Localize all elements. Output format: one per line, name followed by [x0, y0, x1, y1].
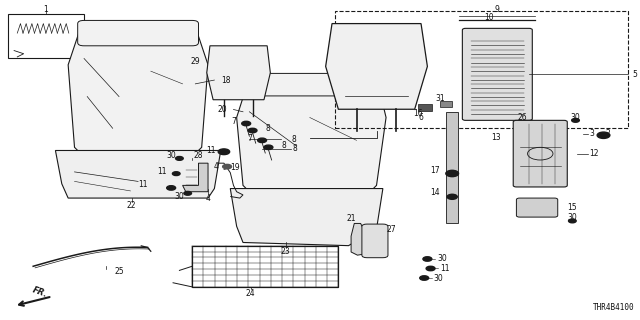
Text: 12: 12: [589, 149, 599, 158]
Text: FR.: FR.: [31, 286, 49, 300]
Bar: [192, 246, 339, 287]
Bar: [8, 14, 84, 59]
Circle shape: [423, 257, 432, 261]
Text: 4: 4: [205, 194, 211, 203]
Text: 26: 26: [518, 113, 527, 122]
Circle shape: [242, 121, 251, 126]
Text: 10: 10: [484, 13, 494, 22]
Text: 11: 11: [440, 264, 450, 273]
Circle shape: [420, 276, 429, 280]
Text: 11: 11: [157, 167, 166, 176]
Polygon shape: [230, 188, 383, 246]
Circle shape: [426, 266, 435, 271]
Circle shape: [597, 132, 610, 139]
Circle shape: [248, 128, 257, 133]
Polygon shape: [56, 150, 221, 198]
Text: 20: 20: [218, 105, 227, 114]
Text: 24: 24: [246, 289, 255, 298]
Polygon shape: [326, 24, 428, 109]
FancyBboxPatch shape: [462, 28, 532, 120]
Text: 3: 3: [589, 129, 595, 138]
Circle shape: [223, 164, 232, 169]
Text: 14: 14: [431, 188, 440, 197]
FancyBboxPatch shape: [362, 224, 388, 258]
Polygon shape: [207, 46, 270, 100]
Circle shape: [447, 194, 457, 199]
Text: 11: 11: [138, 180, 148, 189]
FancyBboxPatch shape: [516, 198, 557, 217]
Circle shape: [446, 170, 458, 177]
Text: 16: 16: [413, 108, 422, 117]
Text: 1: 1: [44, 5, 48, 14]
Text: 4: 4: [214, 162, 219, 171]
Circle shape: [258, 138, 266, 142]
Text: 29: 29: [191, 58, 200, 67]
Text: THR4B4100: THR4B4100: [593, 303, 634, 312]
Polygon shape: [68, 27, 208, 154]
Text: 8: 8: [265, 124, 270, 133]
Polygon shape: [351, 223, 370, 255]
Text: 17: 17: [431, 166, 440, 175]
Text: 19: 19: [230, 164, 240, 172]
Circle shape: [218, 149, 230, 155]
Circle shape: [568, 219, 576, 223]
FancyBboxPatch shape: [244, 73, 375, 96]
Text: 7: 7: [248, 134, 253, 143]
Text: 28: 28: [194, 151, 204, 160]
Text: 8: 8: [292, 135, 297, 144]
Polygon shape: [182, 163, 208, 192]
Text: 8: 8: [281, 141, 286, 150]
Text: 21: 21: [346, 214, 356, 223]
Text: 23: 23: [281, 247, 291, 257]
Text: 7: 7: [232, 117, 237, 126]
FancyBboxPatch shape: [513, 120, 567, 187]
Text: 30: 30: [175, 192, 184, 201]
Bar: [335, 11, 628, 128]
Polygon shape: [237, 77, 386, 192]
Text: 6: 6: [419, 113, 424, 122]
Circle shape: [175, 156, 183, 160]
FancyBboxPatch shape: [77, 20, 198, 46]
Text: 2: 2: [605, 129, 610, 138]
Circle shape: [166, 186, 175, 190]
Text: 31: 31: [435, 94, 445, 103]
Text: 30: 30: [437, 254, 447, 263]
Text: 22: 22: [127, 202, 136, 211]
Text: 18: 18: [221, 76, 230, 84]
Text: 11: 11: [206, 146, 216, 155]
Circle shape: [184, 191, 191, 195]
Circle shape: [572, 118, 579, 122]
Bar: [418, 104, 432, 111]
Text: 9: 9: [495, 5, 500, 14]
Bar: [447, 112, 458, 223]
Circle shape: [264, 145, 273, 149]
Bar: [440, 101, 452, 107]
Text: 30: 30: [166, 151, 176, 160]
Text: 30: 30: [567, 212, 577, 222]
Text: 30: 30: [570, 113, 580, 122]
Text: 5: 5: [633, 70, 637, 79]
Text: 30: 30: [434, 274, 444, 283]
Text: 15: 15: [567, 203, 577, 212]
Circle shape: [172, 172, 180, 176]
Text: 8: 8: [292, 144, 298, 153]
Text: 13: 13: [491, 133, 500, 142]
Text: 27: 27: [386, 225, 396, 234]
Text: 25: 25: [114, 267, 124, 276]
